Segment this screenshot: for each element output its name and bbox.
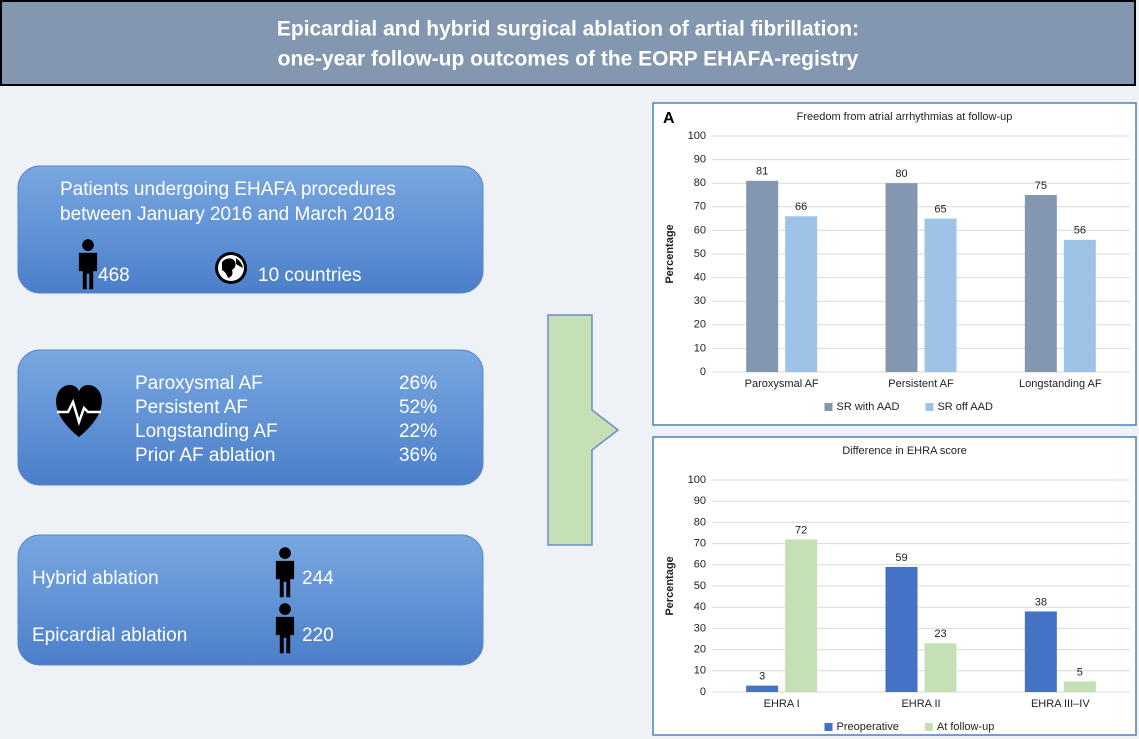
title: Epicardial and hybrid surgical ablation … (277, 18, 859, 41)
y-tick-label: 50 (694, 248, 706, 260)
y-tick-label: 20 (694, 319, 706, 331)
legend-swatch (924, 723, 933, 731)
box-text: 26% (399, 373, 437, 394)
box-text: Longstanding AF (135, 421, 278, 442)
box-text: 244 (302, 568, 334, 589)
x-tick-label: EHRA III–IV (1031, 698, 1090, 710)
bar (785, 216, 818, 372)
x-tick-label: Paroxysmal AF (745, 378, 819, 390)
y-tick-label: 30 (694, 295, 706, 307)
data-label: 59 (895, 552, 907, 564)
y-tick-label: 90 (694, 154, 706, 166)
chart-title: Freedom from atrial arrhythmias at follo… (797, 111, 1013, 123)
y-tick-label: 70 (694, 201, 706, 213)
data-label: 38 (1035, 596, 1047, 608)
legend-swatch (824, 403, 833, 411)
y-tick-label: 80 (694, 177, 706, 189)
bar (885, 566, 918, 692)
legend-swatch (824, 723, 833, 731)
legend-label: Preoperative (837, 721, 899, 733)
data-label: 72 (795, 524, 807, 536)
box-text: 220 (302, 625, 334, 646)
bar (924, 218, 957, 372)
y-tick-label: 40 (694, 272, 706, 284)
x-tick-label: EHRA I (764, 698, 800, 710)
y-tick-label: 10 (694, 665, 706, 677)
box-text: 10 countries (258, 265, 362, 286)
y-tick-label: 40 (694, 601, 706, 613)
bar (746, 685, 779, 692)
data-label: 65 (934, 204, 946, 216)
bar (785, 539, 818, 692)
data-label: 3 (759, 671, 765, 683)
box (17, 534, 484, 666)
bar (1024, 611, 1057, 692)
chart-title: Difference in EHRA score (842, 445, 967, 457)
y-axis-label: Percentage (664, 556, 676, 615)
legend-swatch (925, 403, 934, 411)
arrow (547, 314, 620, 546)
box-text: Hybrid ablation (32, 568, 159, 589)
y-tick-label: 50 (694, 580, 706, 592)
data-label: 23 (934, 628, 946, 640)
data-label: 80 (895, 168, 907, 180)
box-text: Patients undergoing EHAFA procedures (60, 179, 396, 200)
box-text: Epicardial ablation (32, 625, 187, 646)
y-tick-label: 60 (694, 559, 706, 571)
data-label: 81 (756, 166, 768, 178)
bar (746, 180, 779, 372)
x-tick-label: EHRA II (901, 698, 940, 710)
box-text: Persistent AF (135, 397, 248, 418)
globe-icon (215, 252, 247, 284)
heart-icon (56, 385, 102, 437)
panel-label: A (663, 110, 675, 127)
legend-label: SR with AAD (837, 401, 900, 413)
box-text: Prior AF ablation (135, 445, 275, 466)
y-tick-label: 80 (694, 516, 706, 528)
box-text: 36% (399, 445, 437, 466)
y-tick-label: 90 (694, 495, 706, 507)
box-text: between January 2016 and March 2018 (60, 204, 395, 225)
data-label: 5 (1077, 666, 1083, 678)
y-tick-label: 20 (694, 644, 706, 656)
legend-label: At follow-up (937, 721, 994, 733)
box-text: 52% (399, 397, 437, 418)
y-tick-label: 100 (688, 474, 706, 486)
box-text: Paroxysmal AF (135, 373, 263, 394)
data-label: 56 (1074, 225, 1086, 237)
bar (1063, 681, 1096, 692)
box (17, 349, 484, 486)
y-tick-label: 100 (688, 130, 706, 142)
y-tick-label: 60 (694, 224, 706, 236)
legend-label: SR off AAD (937, 401, 992, 413)
bar (1063, 239, 1096, 372)
x-tick-label: Longstanding AF (1019, 378, 1102, 390)
y-tick-label: 0 (700, 686, 706, 698)
title-banner (0, 0, 1136, 86)
y-axis-label: Percentage (664, 224, 676, 283)
box-text: 22% (399, 421, 437, 442)
y-tick-label: 70 (694, 538, 706, 550)
box-text: 468 (98, 265, 130, 286)
data-label: 66 (795, 201, 807, 213)
y-tick-label: 30 (694, 622, 706, 634)
bar (885, 183, 918, 372)
box (17, 165, 484, 294)
bar (1024, 195, 1057, 372)
data-label: 75 (1035, 180, 1047, 192)
y-tick-label: 0 (700, 366, 706, 378)
title: one-year follow-up outcomes of the EORP … (278, 48, 859, 71)
x-tick-label: Persistent AF (888, 378, 954, 390)
bar (924, 643, 957, 692)
y-tick-label: 10 (694, 342, 706, 354)
